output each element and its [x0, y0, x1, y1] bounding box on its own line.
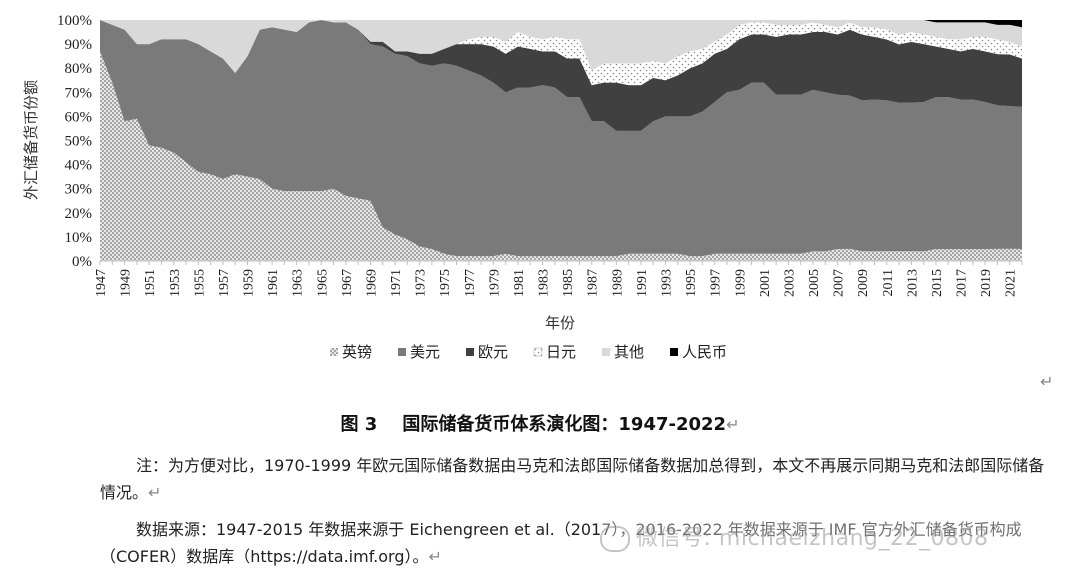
x-tick-label: 1999	[733, 269, 748, 297]
y-tick-label: 90%	[65, 37, 93, 53]
area-series-0	[100, 51, 1022, 261]
x-tick-label: 2005	[807, 269, 822, 297]
x-tick-label: 1971	[389, 269, 404, 297]
x-tick-label: 2011	[881, 269, 896, 296]
legend: 英镑 美元 欧元 日元 其他 人民币	[330, 343, 727, 361]
legend-label: 英镑	[342, 343, 372, 361]
x-tick-label: 1973	[414, 269, 429, 297]
legend-label: 其他	[614, 343, 644, 361]
x-tick-label: 1995	[684, 269, 699, 297]
source-mark: ↵	[428, 547, 442, 566]
y-tick-label: 60%	[65, 109, 93, 125]
y-tick-label: 70%	[65, 85, 93, 101]
legend-label: 美元	[410, 343, 440, 361]
x-tick-label: 1993	[659, 269, 674, 297]
area-series-3	[100, 20, 1022, 86]
area-series-5	[100, 20, 1022, 28]
x-tick-label: 1987	[586, 269, 601, 297]
x-tick-label: 1961	[266, 269, 281, 297]
y-tick-label: 20%	[65, 206, 93, 222]
source-text: 数据来源：1947-2015 年数据来源于 Eichengreen et al.…	[100, 520, 1022, 566]
x-tick-label: 1947	[94, 269, 109, 297]
y-tick-label: 100%	[57, 13, 92, 29]
x-tick-labels: 1947 1949 1951 1953 1955 1957 1959 1961 1963 1965…	[94, 261, 1023, 297]
y-tick-label: 40%	[65, 158, 93, 174]
x-tick-label: 2017	[955, 269, 970, 297]
legend-swatch	[398, 348, 406, 356]
source-paragraph: 数据来源：1947-2015 年数据来源于 Eichengreen et al.…	[100, 516, 1060, 570]
x-tick-label: 1985	[561, 269, 576, 297]
note-mark: ↵	[148, 483, 162, 502]
x-tick-label: 1965	[315, 269, 330, 297]
x-tick-label: 2015	[930, 269, 945, 297]
paragraph-mark: ↵	[1040, 372, 1054, 391]
area-series-1	[100, 20, 1022, 257]
x-tick-label: 1967	[340, 269, 355, 297]
x-tick-label: 1975	[438, 269, 453, 297]
x-tick-label: 2001	[758, 269, 773, 297]
y-tick-label: 0%	[72, 254, 92, 270]
stacked-areas	[100, 20, 1022, 261]
x-tick-label: 1951	[143, 269, 158, 297]
note-text: 注：为方便对比，1970-1999 年欧元国际储备数据由马克和法郎国际储备数据加…	[100, 456, 1045, 502]
legend-label: 人民币	[682, 343, 727, 361]
y-tick-labels: 0% 10% 20% 30% 40% 50% 60% 70% 80% 90% 100%	[57, 13, 92, 270]
area-series-2	[100, 20, 1022, 131]
x-tick-label: 1969	[364, 269, 379, 297]
area-series-4	[100, 20, 1022, 74]
x-axis-label: 年份	[545, 314, 575, 332]
y-axis-label: 外汇储备货币份额	[22, 80, 40, 200]
legend-swatch	[330, 348, 338, 356]
legend-swatch	[466, 348, 474, 356]
legend-swatch	[602, 348, 610, 356]
x-tick-label: 1955	[192, 269, 207, 297]
figure-caption: 图 3 国际储备货币体系演化图：1947-2022↵	[0, 410, 1080, 436]
wechat-icon	[600, 526, 630, 552]
watermark-text: 微信号: michaelzhang_22_0808	[636, 526, 989, 551]
x-tick-label: 1989	[610, 269, 625, 297]
figure-number: 图 3	[340, 414, 378, 435]
x-tick-label: 2003	[782, 269, 797, 297]
figure-title: 国际储备货币体系演化图：1947-2022	[402, 414, 727, 435]
x-tick-label: 1981	[512, 269, 527, 297]
legend-swatch	[670, 348, 678, 356]
legend-swatch	[533, 347, 543, 357]
y-tick-label: 30%	[65, 182, 93, 198]
x-tick-label: 1953	[168, 269, 183, 297]
legend-label: 日元	[546, 343, 576, 361]
x-tick-label: 2019	[979, 269, 994, 297]
y-tick-label: 10%	[65, 230, 93, 246]
x-tick-label: 1963	[291, 269, 306, 297]
x-tick-label: 2013	[905, 269, 920, 297]
wechat-watermark: 微信号: michaelzhang_22_0808	[600, 520, 1060, 556]
x-tick-label: 1997	[709, 269, 724, 297]
x-tick-label: 1991	[635, 269, 650, 297]
x-tick-label: 1977	[463, 269, 478, 297]
x-tick-label: 1979	[487, 269, 502, 297]
reserve-currency-chart: 0%10%20%30%40%50%60%70%80%90%100% 1947 19…	[22, 13, 1023, 361]
x-tick-label: 1983	[537, 269, 552, 297]
y-tick-label: 50%	[65, 134, 93, 150]
x-tick-label: 2021	[1004, 269, 1019, 297]
legend-label: 欧元	[478, 343, 508, 361]
x-tick-label: 2007	[832, 269, 847, 297]
note-paragraph: 注：为方便对比，1970-1999 年欧元国际储备数据由马克和法郎国际储备数据加…	[100, 452, 1060, 506]
x-tick-label: 2009	[856, 269, 871, 297]
y-tick-label: 80%	[65, 61, 93, 77]
x-tick-label: 1959	[242, 269, 257, 297]
x-tick-label: 1949	[119, 269, 134, 297]
x-tick-label: 1957	[217, 269, 232, 297]
caption-mark: ↵	[726, 415, 740, 434]
